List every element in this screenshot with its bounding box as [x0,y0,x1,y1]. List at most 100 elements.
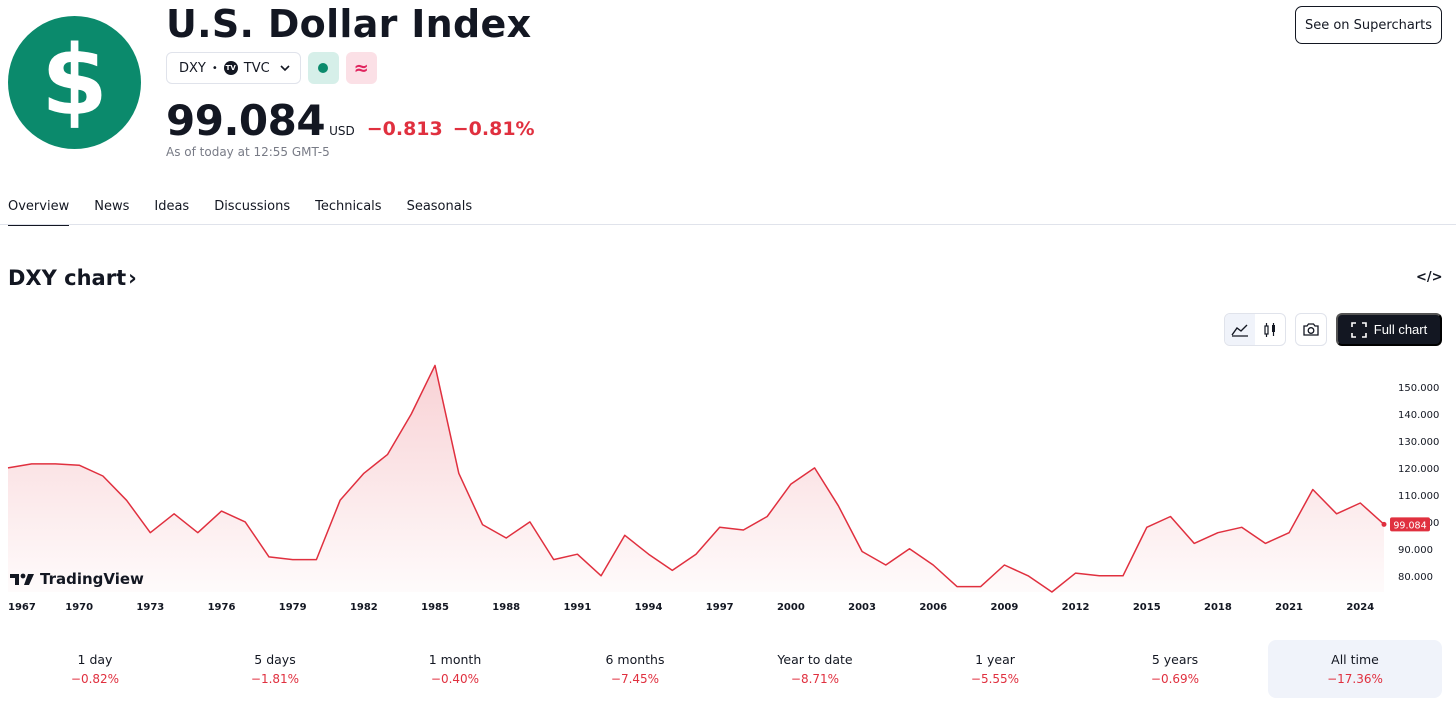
range-change: −7.45% [610,672,660,686]
price-change-absolute: −0.813 [366,118,443,140]
tab-ideas[interactable]: Ideas [154,199,190,214]
tab-overview[interactable]: Overview [8,192,70,226]
as-of-timestamp: As of today at 12:55 GMT-5 [166,145,330,159]
range-label: 1 year [975,652,1015,667]
range-6m[interactable]: 6 months −7.45% [548,640,722,698]
series-line [7,364,1385,593]
range-label: 6 months [605,652,665,667]
currency-label: USD [329,124,355,138]
range-change: −0.82% [70,672,120,686]
y-tick-label: 140.000 [1398,410,1439,421]
symbol-meta-row: DXY • TV TVC ≈ [166,52,377,84]
tradingview-watermark: TradingView [9,570,144,588]
range-label: 1 month [428,652,482,667]
tab-technicals[interactable]: Technicals [315,199,382,214]
y-tick-label: 150.000 [1398,383,1439,394]
chart-heading-text: DXY chart [8,266,127,290]
x-tick-label: 1985 [421,602,449,613]
dxy-logo: $ [8,16,141,149]
candlestick-chart-button[interactable] [1255,314,1285,345]
line-chart-icon [1231,324,1248,337]
performance-strip: 1 day −0.82% 5 days −1.81% 1 month −0.40… [0,640,1456,698]
embed-code-icon[interactable]: </> [1416,270,1443,285]
delayed-data-status[interactable]: ≈ [345,52,377,84]
market-open-status[interactable] [307,52,339,84]
x-tick-label: 1988 [492,602,520,613]
x-tick-label: 2015 [1133,602,1161,613]
exchange-label: TVC [243,60,270,76]
range-1d[interactable]: 1 day −0.82% [8,640,182,698]
range-5d[interactable]: 5 days −1.81% [188,640,362,698]
range-change: −1.81% [250,672,300,686]
range-label: All time [1331,652,1379,667]
symbol-label: DXY [179,60,206,76]
x-tick-label: 1979 [279,602,307,613]
last-value-label: 99.084 [1393,520,1426,531]
market-open-dot-icon [318,63,329,73]
candlestick-icon [1264,322,1275,337]
range-label: 5 years [1151,652,1199,667]
x-tick-label: 2012 [1062,602,1090,613]
range-change: −5.55% [970,672,1020,686]
chart-heading-link[interactable]: DXY chart › [8,266,137,290]
range-label: Year to date [777,652,853,667]
x-tick-label: 1973 [136,602,164,613]
y-tick-label: 110.000 [1398,491,1439,502]
full-chart-label: Full chart [1373,322,1428,337]
series-area-fill [8,365,1384,592]
x-tick-label: 1976 [208,602,236,613]
last-price: 99.084 [166,96,326,145]
x-tick-label: 2021 [1275,602,1303,613]
symbol-tabs: Overview News Ideas Discussions Technica… [8,192,497,226]
tabs-divider [0,224,1456,225]
watermark-text: TradingView [40,570,144,588]
range-1m[interactable]: 1 month −0.40% [368,640,542,698]
range-label: 1 day [77,652,113,667]
dxy-area-chart[interactable]: 150.000140.000130.000120.000110.000100.0… [0,352,1456,622]
full-chart-button[interactable]: Full chart [1336,313,1442,346]
tradingview-badge-icon: TV [223,61,238,75]
symbol-exchange-dropdown[interactable]: DXY • TV TVC [166,52,301,84]
range-change: −17.36% [1327,672,1383,686]
tradingview-logo-icon [10,573,34,585]
last-value-dot [1381,521,1387,527]
range-all-time[interactable]: All time −17.36% [1268,640,1442,698]
approx-icon: ≈ [353,57,369,79]
x-tick-label: 2024 [1346,602,1374,613]
range-5y[interactable]: 5 years −0.69% [1088,640,1262,698]
range-ytd[interactable]: Year to date −8.71% [728,640,902,698]
chevron-right-icon: › [128,266,137,290]
x-tick-label: 2018 [1204,602,1232,613]
fullscreen-icon [1350,321,1367,338]
last-value-badge [1390,517,1430,532]
snapshot-button[interactable] [1295,313,1327,346]
y-tick-label: 130.000 [1398,437,1439,448]
x-tick-label: 2009 [990,602,1018,613]
range-change: −8.71% [790,672,840,686]
y-tick-label: 120.000 [1398,464,1439,475]
x-tick-label: 2000 [777,602,805,613]
x-tick-label: 1997 [706,602,734,613]
price-row: 99.084 USD −0.813 −0.81% [166,96,545,145]
range-change: −0.40% [430,672,480,686]
x-tick-label: 1982 [350,602,378,613]
see-on-supercharts-button[interactable]: See on Supercharts [1295,6,1442,44]
y-tick-label: 80.000 [1398,572,1433,583]
x-tick-label: 1967 [8,602,36,613]
tab-seasonals[interactable]: Seasonals [406,199,473,214]
x-tick-label: 2006 [919,602,947,613]
tab-news[interactable]: News [94,199,130,214]
dollar-sign-icon: $ [41,24,108,137]
y-tick-label: 90.000 [1398,545,1433,556]
page-title: U.S. Dollar Index [166,2,532,46]
tab-discussions[interactable]: Discussions [214,199,291,214]
camera-icon [1303,323,1319,336]
x-tick-label: 2003 [848,602,876,613]
x-tick-label: 1970 [65,602,93,613]
range-1y[interactable]: 1 year −5.55% [908,640,1082,698]
price-change-percent: −0.81% [452,118,535,140]
line-chart-button[interactable] [1225,314,1255,345]
x-tick-label: 1994 [635,602,663,613]
chart-style-toggle [1224,313,1286,346]
range-change: −0.69% [1150,672,1200,686]
